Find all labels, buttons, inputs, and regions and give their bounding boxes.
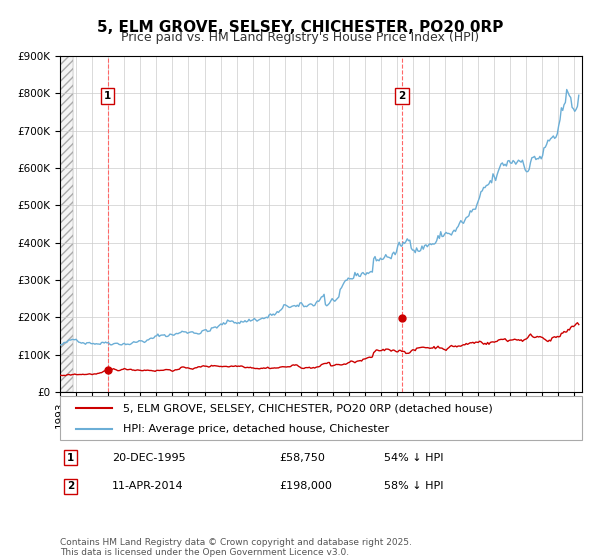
Text: £58,750: £58,750 (279, 452, 325, 463)
Text: £198,000: £198,000 (279, 481, 332, 491)
Text: 1: 1 (67, 452, 74, 463)
Text: 11-APR-2014: 11-APR-2014 (112, 481, 184, 491)
Text: Price paid vs. HM Land Registry's House Price Index (HPI): Price paid vs. HM Land Registry's House … (121, 31, 479, 44)
Text: 58% ↓ HPI: 58% ↓ HPI (383, 481, 443, 491)
Text: Contains HM Land Registry data © Crown copyright and database right 2025.
This d: Contains HM Land Registry data © Crown c… (60, 538, 412, 557)
Bar (60, 56, 73, 392)
Text: 5, ELM GROVE, SELSEY, CHICHESTER, PO20 0RP: 5, ELM GROVE, SELSEY, CHICHESTER, PO20 0… (97, 20, 503, 35)
Text: 2: 2 (398, 91, 406, 101)
Text: 5, ELM GROVE, SELSEY, CHICHESTER, PO20 0RP (detached house): 5, ELM GROVE, SELSEY, CHICHESTER, PO20 0… (122, 403, 493, 413)
Text: 2: 2 (67, 481, 74, 491)
Text: HPI: Average price, detached house, Chichester: HPI: Average price, detached house, Chic… (122, 424, 389, 433)
Text: 54% ↓ HPI: 54% ↓ HPI (383, 452, 443, 463)
Text: 20-DEC-1995: 20-DEC-1995 (112, 452, 186, 463)
FancyBboxPatch shape (60, 396, 582, 440)
Text: 1: 1 (104, 91, 112, 101)
Bar (60, 56, 73, 392)
